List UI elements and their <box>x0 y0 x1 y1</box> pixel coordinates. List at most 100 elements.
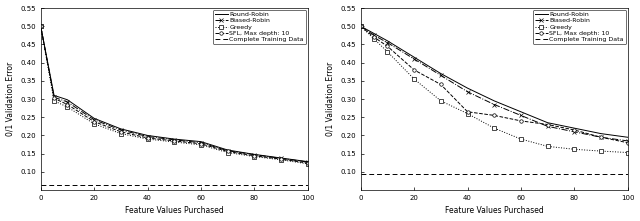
Round-Robin <box>437 72 445 75</box>
Biased-Robin <box>224 149 232 152</box>
SFL, Max depth: 10: (5, 0.302): 10: (5, 0.302) <box>50 97 58 100</box>
Greedy <box>357 25 365 28</box>
Line: Greedy: Greedy <box>39 25 309 166</box>
Complete Training Data <box>40 183 47 186</box>
Round-Robin <box>37 25 45 28</box>
Biased-Robin <box>304 161 312 163</box>
Biased-Robin <box>277 157 285 160</box>
Biased-Robin <box>143 135 151 138</box>
Greedy <box>224 151 232 154</box>
Round-Robin <box>117 128 125 130</box>
Line: Greedy: Greedy <box>359 25 629 154</box>
Biased-Robin <box>250 153 258 156</box>
Greedy <box>570 148 578 151</box>
Round-Robin <box>143 134 151 137</box>
SFL, Max depth: 10: (100, 0.124): 10: (100, 0.124) <box>304 162 312 164</box>
Round-Robin <box>410 56 418 59</box>
Round-Robin <box>517 110 525 113</box>
SFL, Max depth: 10: (10, 0.285): 10: (10, 0.285) <box>63 103 71 106</box>
Round-Robin <box>250 153 258 156</box>
Y-axis label: 0/1 Validation Error: 0/1 Validation Error <box>326 62 335 136</box>
Greedy <box>463 112 471 115</box>
Biased-Robin <box>197 141 205 144</box>
Biased-Robin <box>63 101 71 103</box>
SFL, Max depth: 10: (80, 0.144): 10: (80, 0.144) <box>250 154 258 157</box>
SFL, Max depth: 10: (100, 0.18): 10: (100, 0.18) <box>624 141 632 144</box>
Round-Robin <box>570 127 578 130</box>
SFL, Max depth: 10: (30, 0.21): 10: (30, 0.21) <box>117 130 125 133</box>
Biased-Robin <box>597 136 605 139</box>
Round-Robin <box>370 32 378 35</box>
Line: SFL, Max depth: 10: SFL, Max depth: 10 <box>39 25 309 165</box>
Greedy <box>117 132 125 135</box>
Greedy <box>37 25 45 28</box>
SFL, Max depth: 10: (20, 0.238): 10: (20, 0.238) <box>90 120 98 123</box>
Greedy <box>410 78 418 80</box>
Y-axis label: 0/1 Validation Error: 0/1 Validation Error <box>6 62 15 136</box>
SFL, Max depth: 10: (50, 0.185): 10: (50, 0.185) <box>170 140 178 142</box>
SFL, Max depth: 10: (40, 0.265): 10: (40, 0.265) <box>463 110 471 113</box>
Biased-Robin <box>517 114 525 117</box>
Line: Biased-Robin: Biased-Robin <box>359 25 629 143</box>
Round-Robin <box>383 40 391 42</box>
Biased-Robin <box>90 118 98 121</box>
SFL, Max depth: 10: (70, 0.156): 10: (70, 0.156) <box>224 150 232 153</box>
SFL, Max depth: 10: (40, 0.193): 10: (40, 0.193) <box>143 137 151 139</box>
Round-Robin <box>304 160 312 163</box>
Greedy <box>277 158 285 161</box>
Greedy <box>544 145 552 148</box>
SFL, Max depth: 10: (90, 0.135): 10: (90, 0.135) <box>277 158 285 160</box>
Greedy <box>370 38 378 40</box>
Round-Robin <box>357 25 365 28</box>
SFL, Max depth: 10: (60, 0.24): 10: (60, 0.24) <box>517 120 525 122</box>
Biased-Robin <box>170 139 178 141</box>
SFL, Max depth: 10: (70, 0.23): 10: (70, 0.23) <box>544 123 552 126</box>
Greedy <box>250 155 258 158</box>
Round-Robin <box>224 149 232 151</box>
Round-Robin <box>597 132 605 135</box>
Complete Training Data <box>37 183 45 186</box>
Greedy <box>624 151 632 154</box>
Line: Biased-Robin: Biased-Robin <box>39 25 309 164</box>
Greedy <box>304 162 312 165</box>
Round-Robin <box>624 136 632 139</box>
Greedy <box>63 106 71 108</box>
Round-Robin <box>463 87 471 90</box>
Legend: Round-Robin, Biased-Robin, Greedy, SFL, Max depth: 10, Complete Training Data: Round-Robin, Biased-Robin, Greedy, SFL, … <box>213 10 306 44</box>
Complete Training Data <box>360 172 367 175</box>
Round-Robin <box>50 94 58 97</box>
SFL, Max depth: 10: (0, 0.5): 10: (0, 0.5) <box>37 25 45 28</box>
Round-Robin <box>63 98 71 101</box>
SFL, Max depth: 10: (20, 0.38): 10: (20, 0.38) <box>410 69 418 71</box>
Biased-Robin <box>570 130 578 133</box>
Round-Robin <box>90 117 98 120</box>
Greedy <box>437 99 445 102</box>
Biased-Robin <box>370 34 378 37</box>
Round-Robin <box>197 140 205 143</box>
Biased-Robin <box>544 125 552 128</box>
Biased-Robin <box>357 25 365 28</box>
Biased-Robin <box>490 103 498 106</box>
Round-Robin <box>544 121 552 124</box>
Line: Round-Robin: Round-Robin <box>361 26 628 137</box>
Greedy <box>143 138 151 140</box>
Biased-Robin <box>50 96 58 99</box>
SFL, Max depth: 10: (80, 0.215): 10: (80, 0.215) <box>570 129 578 131</box>
SFL, Max depth: 10: (5, 0.47): 10: (5, 0.47) <box>370 36 378 38</box>
Greedy <box>90 122 98 125</box>
Line: SFL, Max depth: 10: SFL, Max depth: 10 <box>359 25 629 145</box>
Biased-Robin <box>624 140 632 142</box>
Greedy <box>490 127 498 130</box>
Greedy <box>197 144 205 146</box>
Biased-Robin <box>437 74 445 77</box>
Greedy <box>50 99 58 102</box>
Greedy <box>383 50 391 53</box>
Greedy <box>170 141 178 143</box>
SFL, Max depth: 10: (90, 0.195): 10: (90, 0.195) <box>597 136 605 139</box>
Biased-Robin <box>463 90 471 93</box>
X-axis label: Feature Values Purchased: Feature Values Purchased <box>445 206 543 215</box>
SFL, Max depth: 10: (0, 0.5): 10: (0, 0.5) <box>357 25 365 28</box>
Biased-Robin <box>37 25 45 28</box>
Complete Training Data <box>357 172 365 175</box>
Biased-Robin <box>410 58 418 60</box>
